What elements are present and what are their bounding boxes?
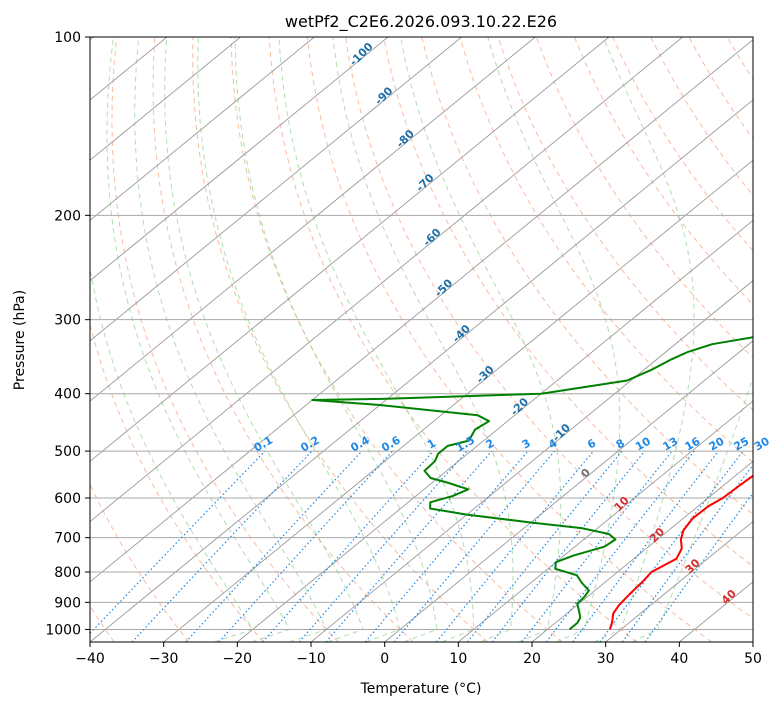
x-tick-label: −10 bbox=[296, 651, 326, 667]
isotherm-line bbox=[605, 520, 753, 642]
plot-frame bbox=[89, 36, 754, 643]
isotherm-line bbox=[310, 280, 753, 642]
axes: −40 −30 −20 −10 0 10 20 30 40 50 100 200 300 400 500 60… bbox=[45, 30, 762, 667]
dry-adiabat-line bbox=[306, 37, 712, 642]
mixing-ratio-line bbox=[644, 492, 753, 642]
moist-adiabat-line bbox=[487, 37, 621, 642]
mixing-ratio-label: 36 bbox=[773, 434, 775, 453]
mixing-ratio-line bbox=[545, 450, 695, 642]
isotherm-line bbox=[90, 37, 610, 462]
x-tick-label: −40 bbox=[75, 651, 105, 667]
moist-adiabat-line bbox=[332, 37, 514, 642]
isotherm-line bbox=[90, 37, 536, 402]
mixing-ratio-line bbox=[435, 450, 594, 642]
mixing-ratio-line bbox=[572, 450, 719, 642]
background-lines bbox=[90, 37, 753, 642]
y-tick-label: 100 bbox=[54, 30, 81, 46]
dry-adiabat-line bbox=[535, 37, 753, 359]
isotherm-line bbox=[458, 400, 753, 642]
y-tick-label: 1000 bbox=[45, 622, 81, 638]
isotherm-line bbox=[237, 219, 753, 642]
y-tick-label: 900 bbox=[54, 595, 81, 611]
mixing-ratio-line bbox=[467, 450, 623, 642]
isotherm-line bbox=[163, 159, 753, 642]
x-tick-label: 50 bbox=[744, 651, 762, 667]
isotherm-line bbox=[90, 37, 683, 523]
y-tick-label: 200 bbox=[54, 208, 81, 224]
moist-adiabat-line bbox=[164, 37, 364, 642]
mixing-ratio-line bbox=[298, 450, 468, 642]
mixing-ratio-line bbox=[185, 450, 363, 642]
dry-adiabat-line bbox=[383, 37, 753, 567]
moist-adiabat-line bbox=[134, 37, 328, 642]
dry-adiabat-line bbox=[90, 483, 190, 642]
moist-adiabat-line bbox=[90, 37, 254, 642]
mixing-ratio-line bbox=[491, 450, 646, 642]
mixing-ratio-line bbox=[393, 450, 556, 642]
profile-line bbox=[311, 336, 753, 631]
y-tick-label: 700 bbox=[54, 531, 81, 547]
isotherm-line bbox=[90, 37, 241, 161]
chart-title: wetPf2_C2E6.2026.093.10.22.E26 bbox=[285, 12, 557, 32]
y-tick-label: 800 bbox=[54, 565, 81, 581]
moist-adiabat-line bbox=[278, 37, 475, 642]
moist-adiabat-line bbox=[631, 375, 753, 642]
dry-adiabat-line bbox=[90, 322, 264, 642]
x-tick-label: −20 bbox=[223, 651, 253, 667]
x-tick-label: 20 bbox=[523, 651, 541, 667]
mixing-ratio-line bbox=[599, 450, 744, 642]
dry-adiabat-line bbox=[573, 37, 753, 306]
mixing-ratio-line bbox=[131, 450, 313, 642]
isotherm-line bbox=[90, 37, 315, 221]
isotherm-line bbox=[531, 460, 753, 642]
profile-lines bbox=[311, 336, 753, 631]
dry-adiabat-line bbox=[230, 37, 563, 642]
moist-adiabat-line bbox=[400, 37, 562, 642]
dry-adiabat-line bbox=[421, 37, 753, 515]
x-axis-title: Temperature (°C) bbox=[360, 681, 482, 697]
mixing-ratio-line bbox=[90, 450, 266, 635]
x-tick-label: 30 bbox=[597, 651, 615, 667]
mixing-ratio-line bbox=[621, 464, 753, 642]
isotherm-line bbox=[384, 340, 753, 642]
x-tick-label: 40 bbox=[670, 651, 688, 667]
isotherm-line bbox=[90, 99, 753, 642]
y-axis-title: Pressure (hPa) bbox=[12, 290, 28, 390]
mixing-ratio-line bbox=[218, 450, 394, 642]
isotherm-line bbox=[90, 39, 753, 583]
moist-adiabat-line bbox=[106, 37, 291, 642]
y-tick-label: 600 bbox=[54, 491, 81, 507]
dry-adiabat-line bbox=[268, 37, 638, 642]
y-tick-label: 300 bbox=[54, 313, 81, 329]
dry-adiabat-line bbox=[345, 37, 753, 620]
mixing-ratio-line bbox=[262, 450, 434, 642]
profile-line bbox=[609, 474, 753, 630]
x-tick-label: 0 bbox=[380, 651, 389, 667]
y-tick-label: 500 bbox=[54, 444, 81, 460]
moist-adiabat-line bbox=[234, 37, 438, 642]
x-tick-label: 10 bbox=[449, 651, 467, 667]
isotherm-line bbox=[90, 37, 389, 282]
x-tick-label: −30 bbox=[149, 651, 179, 667]
dry-adiabat-line bbox=[152, 37, 414, 642]
isotherm-line bbox=[90, 37, 462, 342]
y-tick-label: 400 bbox=[54, 387, 81, 403]
